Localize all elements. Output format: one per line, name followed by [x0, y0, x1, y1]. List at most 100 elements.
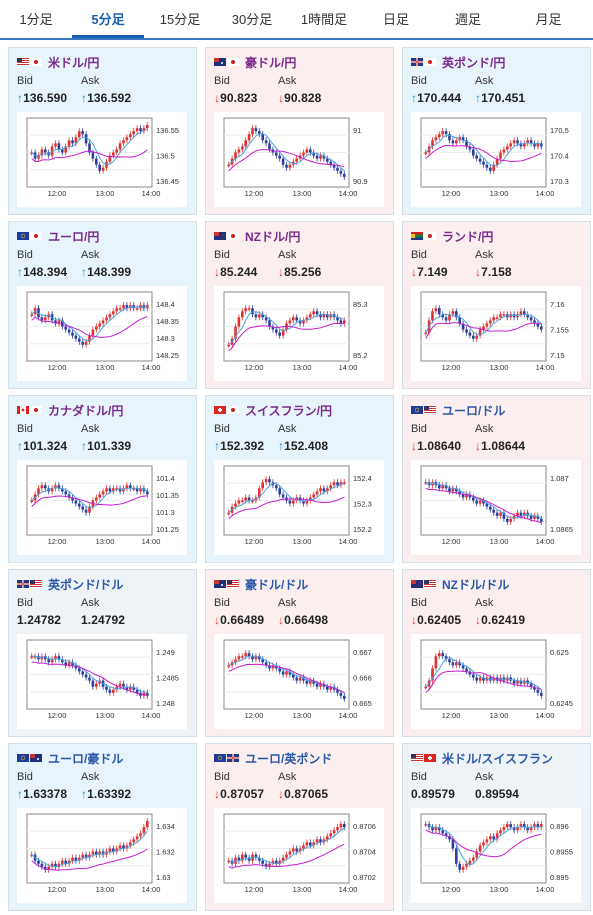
pair-name-link[interactable]: ユーロ/英ポンド — [245, 751, 333, 766]
price-chart[interactable]: 1.087 1.0865 12:00 13:00 14:00 — [411, 460, 581, 555]
pair-name-link[interactable]: ユーロ/豪ドル — [48, 751, 124, 766]
rate-card[interactable]: カナダドル/円 Bid Ask ↑101.324 ↑101.339 101.4 101.35… — [8, 395, 197, 563]
candle — [30, 854, 33, 857]
candle — [251, 656, 254, 660]
x-tick-label: 12:00 — [48, 711, 67, 720]
tab-5[interactable]: 日足 — [382, 12, 409, 27]
rate-card[interactable]: 英ポンド/ドル Bid Ask 1.24782 1.24792 1.249 1.2485 1.… — [8, 569, 197, 737]
candle — [254, 656, 258, 660]
price-chart[interactable]: 85.3 85.2 12:00 13:00 14:00 — [214, 286, 384, 381]
candle — [336, 827, 339, 831]
price-chart[interactable]: 152.4 152.3 152.2 12:00 13:00 14:00 — [214, 460, 384, 555]
price-chart[interactable]: 0.896 0.8955 0.895 12:00 13:00 14:00 — [411, 808, 581, 903]
pair-name-link[interactable]: カナダドル/円 — [48, 403, 124, 418]
candle — [98, 851, 101, 855]
tab-6[interactable]: 週足 — [454, 12, 481, 27]
rate-card[interactable]: ユーロ/円 Bid Ask ↑148.394 ↑148.399 148.4 148.35 14… — [8, 221, 197, 389]
pair-name-link[interactable]: ユーロ/ドル — [442, 403, 506, 418]
candle — [37, 488, 40, 495]
candle — [261, 482, 264, 489]
price-chart[interactable]: 91 90.9 12:00 13:00 14:00 — [214, 112, 384, 207]
card-header: NZドル/円 — [214, 228, 300, 244]
rate-card[interactable]: NZドル/円 Bid Ask ↓85.244 ↓85.256 85.3 85.2 12:00 1… — [205, 221, 394, 389]
candle — [475, 500, 478, 504]
price-chart[interactable]: 7.16 7.155 7.15 12:00 13:00 14:00 — [411, 286, 581, 381]
price-chart[interactable]: 0.625 0.6245 12:00 13:00 14:00 — [411, 634, 581, 729]
bid-number: 90.823 — [220, 91, 258, 105]
us-flag-icon — [424, 406, 436, 414]
price-chart[interactable]: 170.5 170.4 170.3 12:00 13:00 14:00 — [411, 112, 581, 207]
candle — [98, 323, 101, 327]
tab-3[interactable]: 30分足 — [231, 12, 273, 27]
pair-name-link[interactable]: NZドル/円 — [245, 229, 301, 244]
ask-number: 1.08644 — [481, 439, 526, 453]
candle — [71, 332, 74, 336]
candle — [536, 143, 540, 147]
rate-card[interactable]: ランド/円 Bid Ask ↓7.149 ↓7.158 7.16 7.155 7.15 12:0… — [402, 221, 591, 389]
tab-4[interactable]: 1時間足 — [300, 12, 348, 27]
tab-1[interactable]: 5分足 — [72, 0, 144, 38]
bid-number: 0.89579 — [411, 787, 456, 801]
rate-card[interactable]: 英ポンド/円 Bid Ask ↑170.444 ↑170.451 170.5 170.4 17… — [402, 47, 591, 215]
x-tick-label: 14:00 — [142, 363, 161, 372]
price-chart[interactable]: 1.249 1.2485 1.248 12:00 13:00 14:00 — [17, 634, 187, 729]
tab-7[interactable]: 月足 — [535, 12, 562, 27]
candle — [305, 317, 309, 321]
candle — [434, 827, 438, 831]
pair-name-link[interactable]: スイスフラン/円 — [245, 403, 332, 418]
tab-0[interactable]: 1分足 — [19, 12, 53, 27]
candle — [444, 485, 448, 489]
tab-2[interactable]: 15分足 — [159, 12, 201, 27]
rate-card[interactable]: スイスフラン/円 Bid Ask ↑152.392 ↑152.408 152.4 152.3… — [205, 395, 394, 563]
candle — [88, 143, 91, 153]
pair-name-link[interactable]: 米ドル/円 — [48, 55, 100, 70]
rate-card[interactable]: 豪ドル/円 Bid Ask ↓90.823 ↓90.828 91 90.9 12:00 13:0… — [205, 47, 394, 215]
candle — [455, 140, 458, 144]
rate-card[interactable]: 米ドル/円 Bid Ask ↑136.590 ↑136.592 136.55 136.5 13… — [8, 47, 197, 215]
candle — [105, 686, 108, 690]
bid-number: 148.394 — [23, 265, 68, 279]
price-chart[interactable]: 136.55 136.5 136.45 12:00 13:00 14:00 — [17, 112, 187, 207]
candle — [461, 137, 465, 141]
candle — [305, 842, 309, 846]
rate-card[interactable]: ユーロ/英ポンド Bid Ask ↓0.87057 ↓0.87065 0.8706 0.87… — [205, 743, 394, 911]
candle — [489, 836, 492, 840]
pair-name-link[interactable]: 豪ドル/円 — [245, 55, 297, 70]
price-chart[interactable]: 1.634 1.632 1.63 12:00 13:00 14:00 — [17, 808, 187, 903]
candle — [146, 491, 149, 495]
candle — [268, 479, 271, 483]
candle — [444, 317, 448, 321]
candle — [516, 512, 519, 516]
candle — [319, 314, 322, 318]
gb-flag-icon — [411, 58, 423, 66]
rate-card[interactable]: ユーロ/豪ドル Bid Ask ↑1.63378 ↑1.63392 1.634 1.632 1… — [8, 743, 197, 911]
arrow-up-icon: ↑ — [17, 787, 24, 801]
price-chart[interactable]: 0.8706 0.8704 0.8702 12:00 13:00 14:00 — [214, 808, 384, 903]
price-chart[interactable]: 148.4 148.35 148.3 148.25 12:00 13:00 14:00 — [17, 286, 187, 381]
rate-card[interactable]: ユーロ/ドル Bid Ask ↓1.08640 ↓1.08644 1.087 1.0865 1… — [402, 395, 591, 563]
pair-name-link[interactable]: 豪ドル/ドル — [245, 577, 309, 592]
candle — [302, 500, 305, 504]
pair-name-link[interactable]: 英ポンド/ドル — [48, 577, 124, 592]
candle — [326, 314, 329, 318]
bid-number: 1.24782 — [17, 613, 62, 627]
candle — [455, 488, 458, 492]
candle — [529, 683, 533, 687]
pair-name-link[interactable]: 米ドル/スイスフラン — [442, 751, 553, 766]
price-chart[interactable]: 0.667 0.666 0.665 12:00 13:00 14:00 — [214, 634, 384, 729]
candle — [526, 314, 529, 318]
candle — [339, 170, 343, 174]
rate-card[interactable]: NZドル/ドル Bid Ask ↓0.62405 ↓0.62419 0.625 0.6245… — [402, 569, 591, 737]
price-chart[interactable]: 101.4 101.35 101.3 101.25 12:00 13:00 14:00 — [17, 460, 187, 555]
pair-name-link[interactable]: 英ポンド/円 — [442, 55, 506, 70]
pair-name-link[interactable]: NZドル/ドル — [442, 577, 510, 592]
candle — [336, 482, 339, 486]
ask-value: ↑170.451 — [475, 91, 525, 105]
rate-card[interactable]: 米ドル/スイスフラン Bid Ask 0.89579 0.89594 0.896 0.895… — [402, 743, 591, 911]
pair-name-link[interactable]: ユーロ/円 — [48, 229, 100, 244]
rate-card[interactable]: 豪ドル/ドル Bid Ask ↓0.66489 ↓0.66498 0.667 0.666 0.… — [205, 569, 394, 737]
candle — [312, 311, 315, 315]
pair-name-link[interactable]: ランド/円 — [442, 229, 494, 244]
candle — [227, 344, 230, 347]
candle — [30, 500, 33, 502]
